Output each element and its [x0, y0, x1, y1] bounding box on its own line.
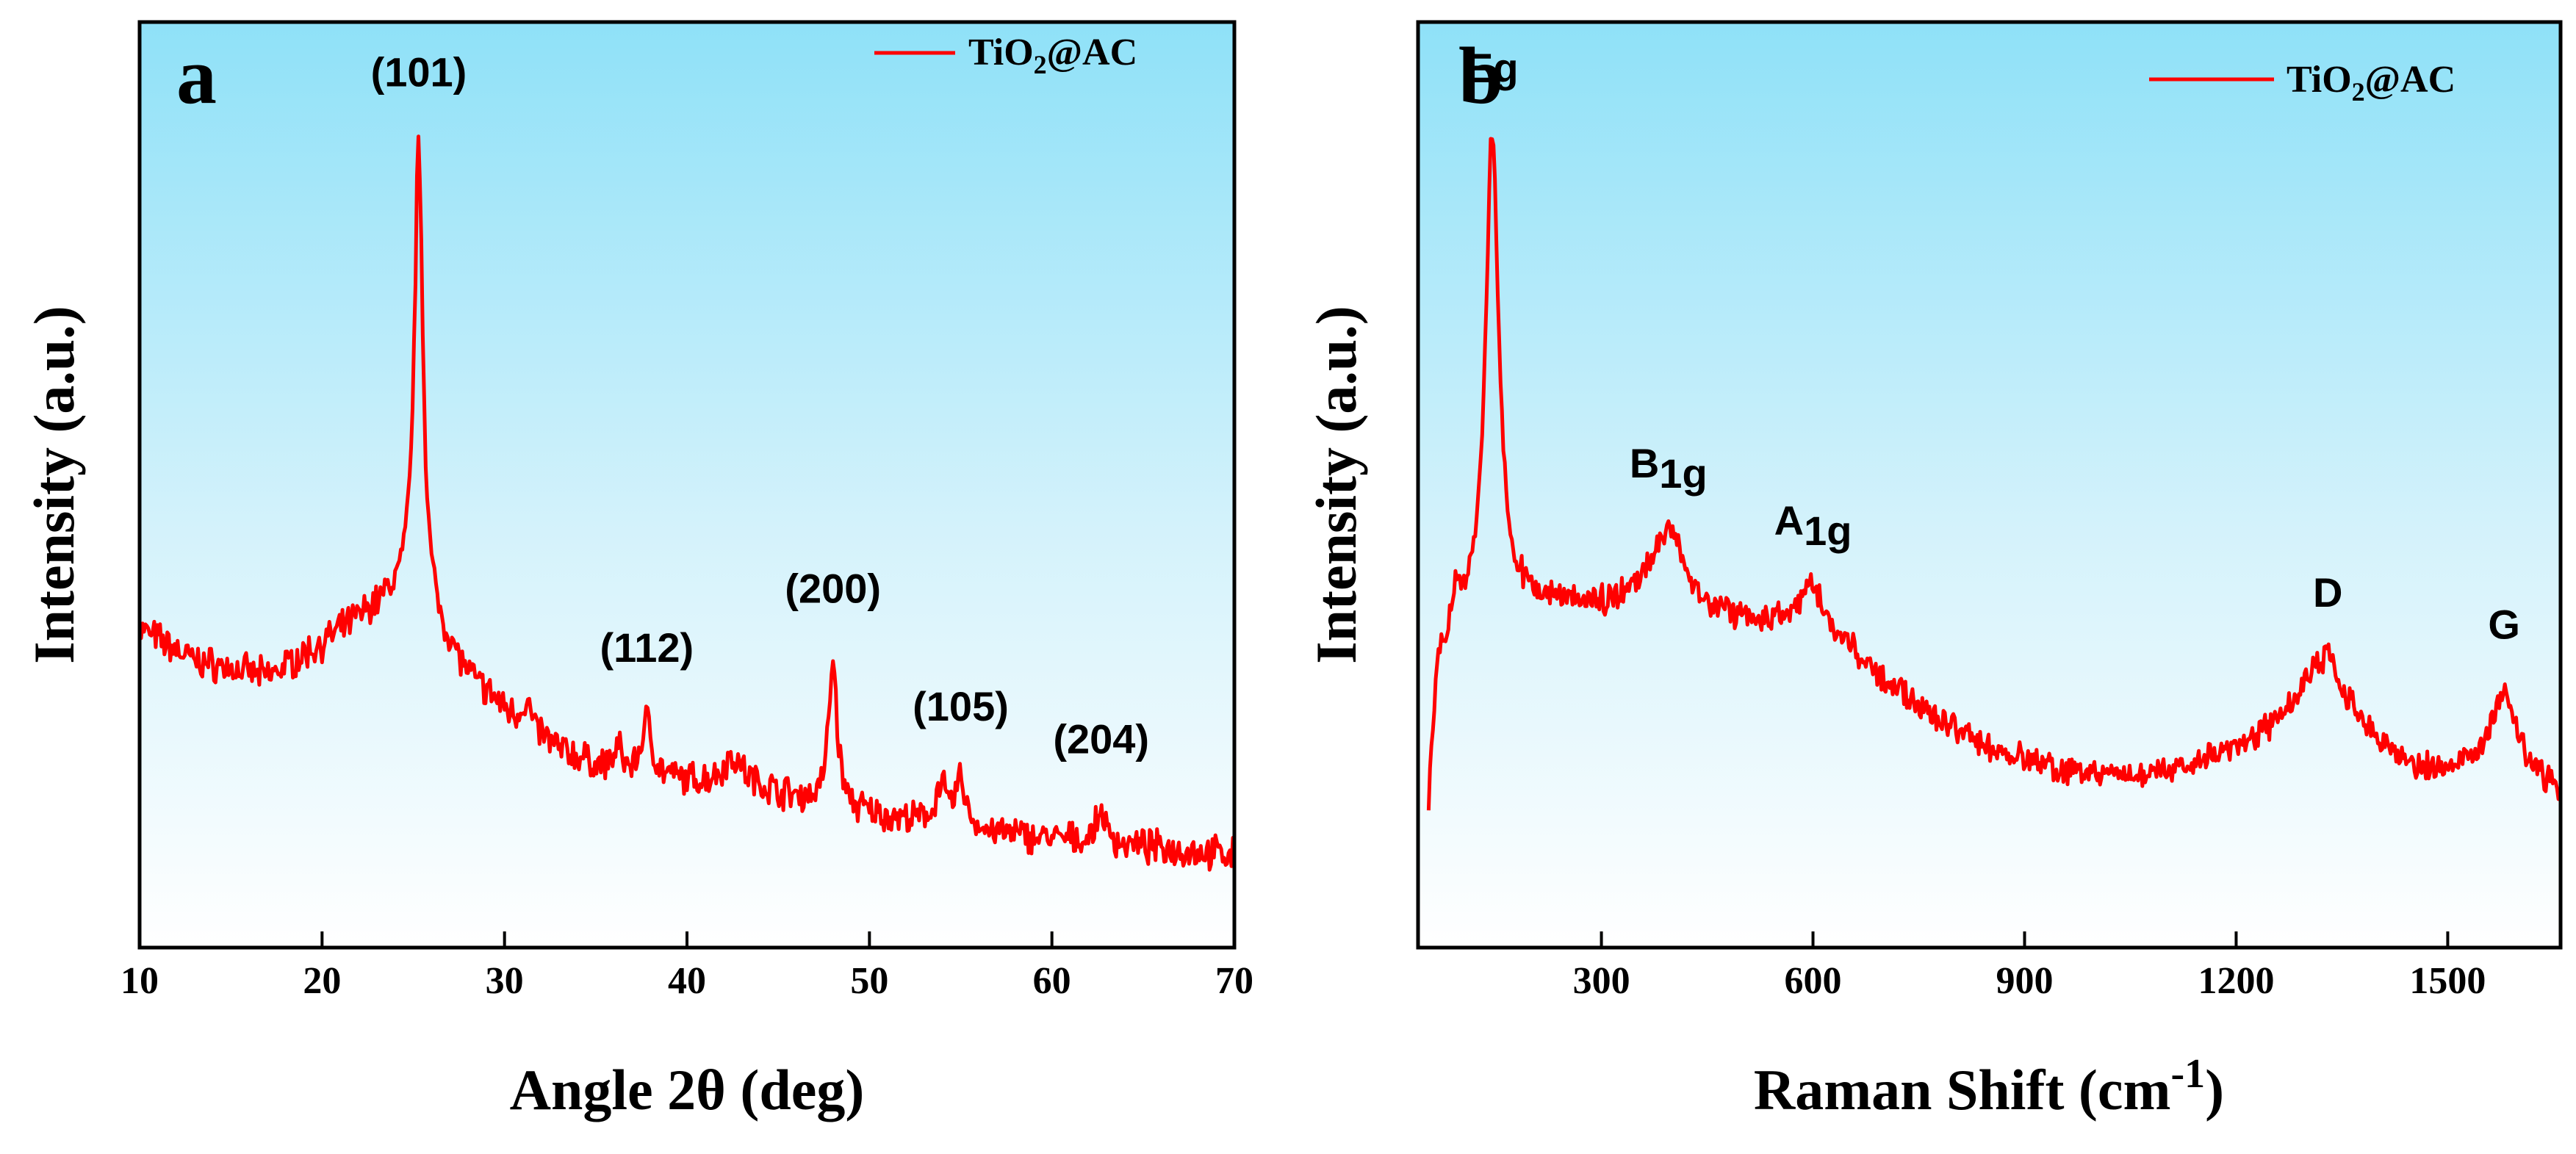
x-tick-label: 600 — [1785, 960, 1842, 1002]
x-tick-label: 30 — [486, 960, 524, 1002]
raman-spectrum-line — [1426, 137, 2562, 811]
x-tick-label: 1500 — [2409, 960, 2486, 1002]
peak-label: (101) — [371, 49, 467, 95]
plot-background — [140, 22, 1234, 948]
x-tick-label: 70 — [1215, 960, 1253, 1002]
raman-chart-panel: 300 600 900 1200 1500 Eg B1g A1g D G b TiO2@AC R… — [1304, 20, 2563, 1122]
plot-frame — [1416, 20, 2563, 950]
x-tick-label: 60 — [1033, 960, 1071, 1002]
x-tick-label: 300 — [1573, 960, 1630, 1002]
panel-label: a — [176, 31, 217, 120]
peak-label: (204) — [1053, 715, 1149, 762]
peak-label: A1g — [1774, 497, 1852, 554]
peak-label: Eg — [1466, 45, 1519, 91]
xrd-chart-panel: 10 20 30 40 50 60 70 (101) (112) (200) (105) (204)… — [22, 20, 1253, 1122]
peak-label: (105) — [913, 683, 1009, 729]
legend-label: TiO2@AC — [968, 32, 1137, 79]
y-axis-title: Intensity (a.u.) — [1304, 306, 1368, 664]
peak-label: (112) — [600, 624, 694, 671]
x-axis-title: Angle 2θ (deg) — [510, 1058, 865, 1122]
x-tick-label: 50 — [850, 960, 888, 1002]
x-tick-label: 10 — [120, 960, 159, 1002]
legend-label: TiO2@AC — [2287, 59, 2456, 107]
y-axis-title: Intensity (a.u.) — [22, 306, 86, 664]
peak-label: B1g — [1630, 440, 1708, 497]
plot-frame — [137, 20, 1237, 950]
legend: TiO2@AC — [2149, 59, 2456, 107]
x-tick-label: 1200 — [2198, 960, 2274, 1002]
panel-label: b — [1458, 31, 1503, 120]
x-tick-label: 20 — [303, 960, 341, 1002]
plot-background — [1418, 22, 2561, 948]
x-tick-label: 900 — [1996, 960, 2053, 1002]
x-axis-title: Raman Shift (cm-1) — [1754, 1051, 2224, 1122]
peak-labels: Eg B1g A1g D G — [1466, 45, 2520, 647]
peak-label: D — [2313, 569, 2342, 616]
x-ticks: 300 600 900 1200 1500 — [1573, 931, 2486, 1002]
peak-labels: (101) (112) (200) (105) (204) — [371, 49, 1150, 762]
legend: TiO2@AC — [874, 32, 1137, 79]
x-ticks: 10 20 30 40 50 60 70 — [120, 931, 1253, 1002]
x-tick-label: 40 — [668, 960, 706, 1002]
xrd-pattern-line — [137, 134, 1237, 872]
peak-label: G — [2488, 601, 2520, 647]
peak-label: (200) — [785, 565, 881, 611]
